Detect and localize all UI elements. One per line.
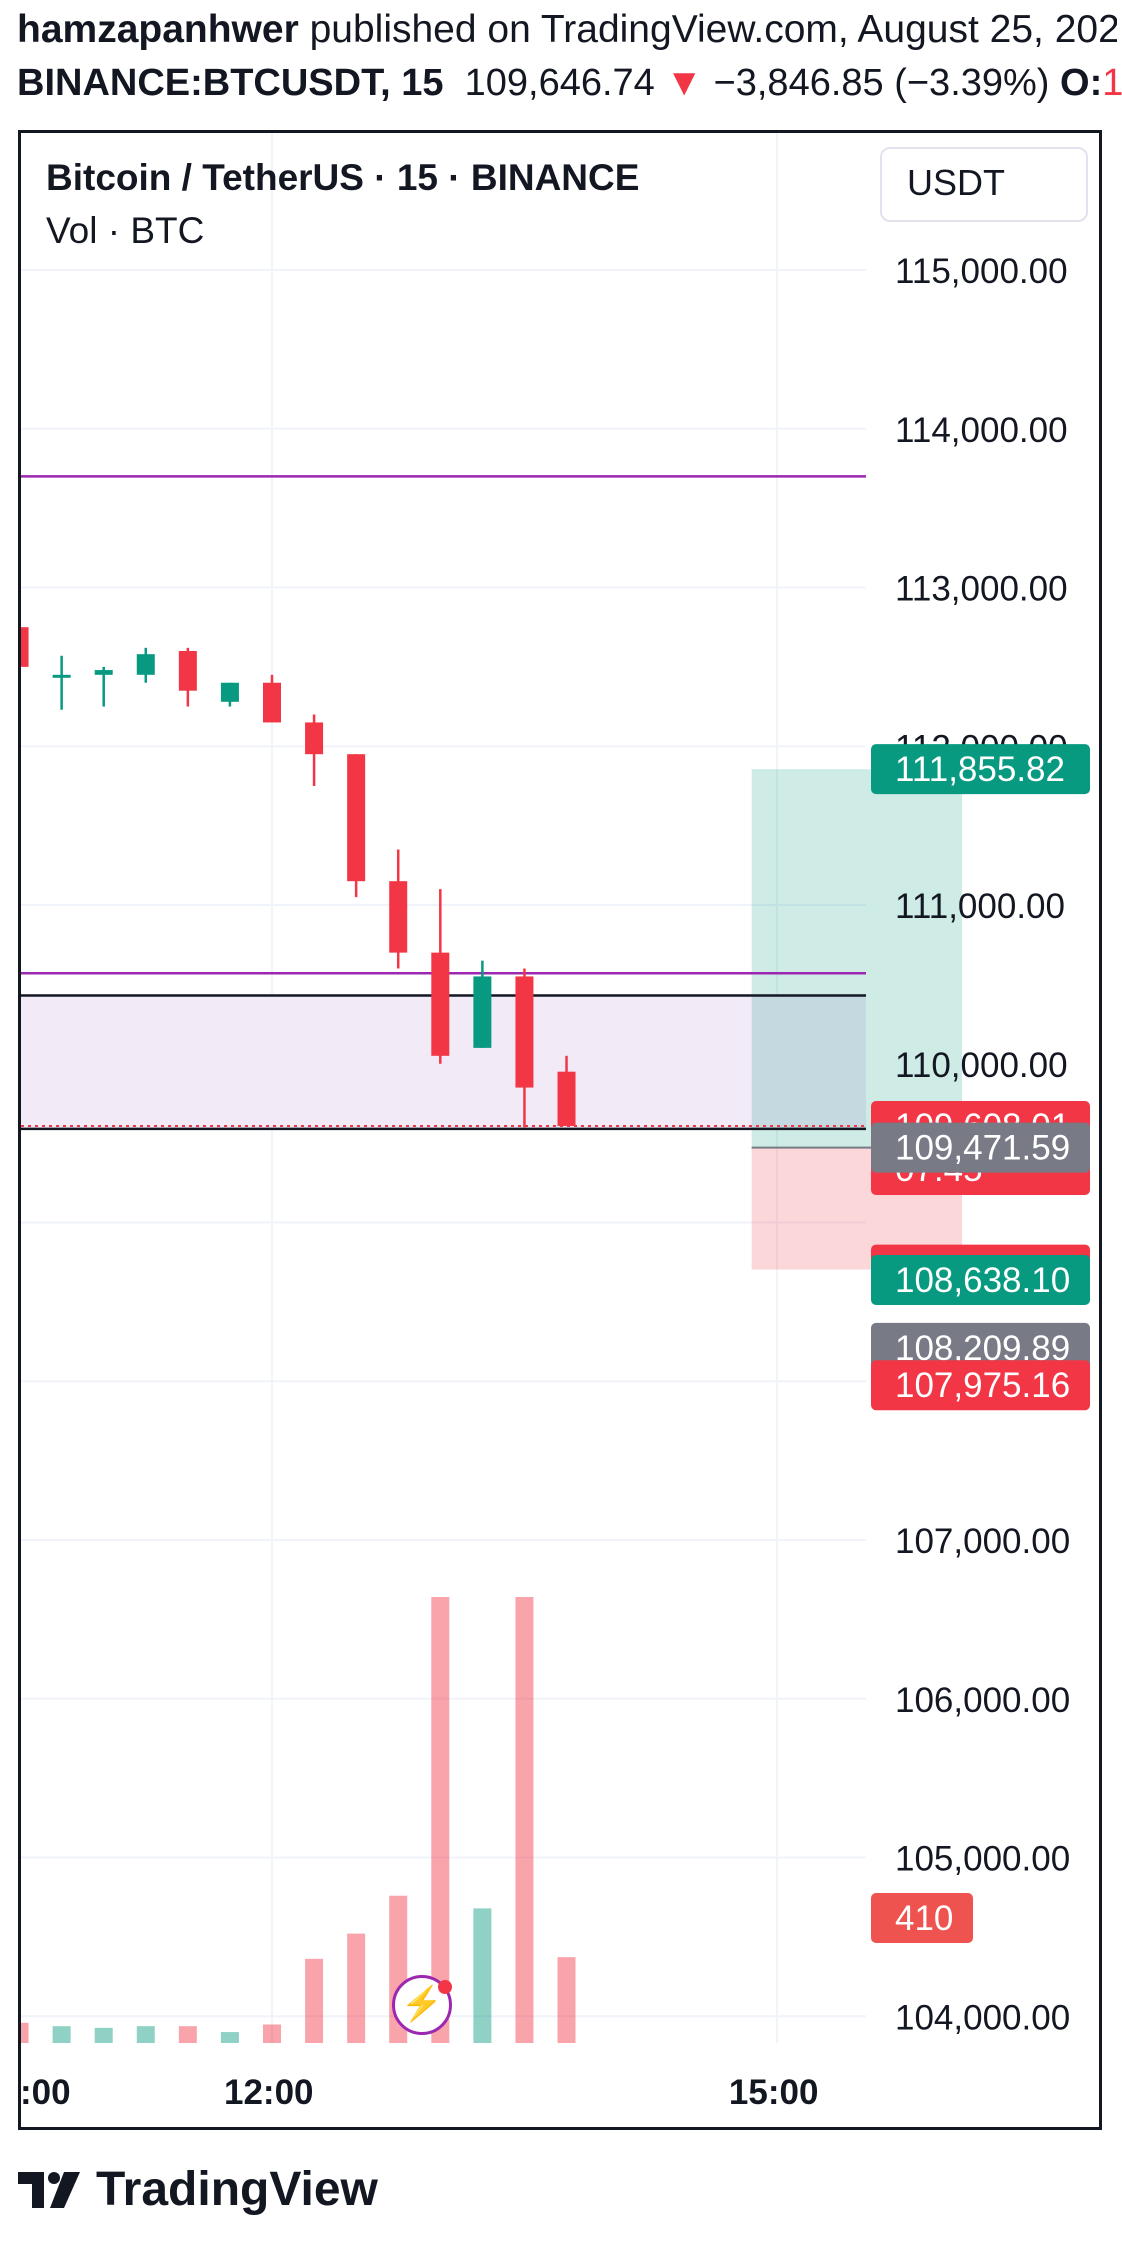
symbol-header: BINANCE:BTCUSDT, 15 109,646.74 ▼ −3,846.… (17, 62, 1122, 105)
candle-body (52, 674, 71, 678)
chart-legend: Bitcoin / TetherUS · 15 · BINANCE (46, 157, 639, 199)
candle-body (347, 754, 366, 882)
tradingview-logo: TradingView (18, 2162, 378, 2217)
volume-bar (94, 2027, 113, 2043)
candle-body (305, 722, 324, 755)
candle-body (220, 682, 239, 702)
price-axis-label: 113,000.00 (895, 570, 1068, 609)
volume-bar (557, 1957, 576, 2043)
candle-body (515, 976, 534, 1088)
candle-body (21, 627, 29, 667)
candle-body (473, 976, 492, 1048)
volume-bar (263, 2024, 281, 2043)
candle-body (389, 881, 408, 953)
volume-bar (136, 2026, 155, 2043)
time-axis-label: :00 (20, 2073, 71, 2112)
price-tag-label: 108,638.10 (895, 1261, 1070, 1300)
volume-bar (305, 1958, 324, 2043)
volume-bar (178, 2026, 197, 2043)
time-axis-label: 12:00 (224, 2073, 314, 2112)
candle-body (136, 654, 155, 675)
tradingview-mark-icon (18, 2171, 80, 2208)
price-tag-label: 109,471.59 (895, 1129, 1070, 1168)
price-axis-label: 107,000.00 (895, 1522, 1070, 1561)
price-tag (871, 1360, 1090, 1411)
volume-bar (21, 2022, 29, 2043)
price-axis-label: 111,000.00 (895, 887, 1065, 926)
price-axis-label: 106,000.00 (895, 1681, 1070, 1720)
candle-body (557, 1071, 576, 1126)
price-axis-label: 114,000.00 (895, 411, 1068, 450)
notification-dot (438, 1980, 452, 1994)
price-tag-label: 111,855.82 (895, 750, 1065, 789)
symbol-name[interactable]: BINANCE:BTCUSDT, 15 (17, 62, 444, 104)
footer-brand: TradingView (96, 2163, 378, 2216)
published-text: published on TradingView.com, August 25,… (298, 8, 1117, 51)
price-tag (871, 1122, 1090, 1173)
legend-title[interactable]: Bitcoin / TetherUS · 15 · BINANCE (46, 157, 640, 198)
volume-bar (52, 2026, 71, 2043)
price-tag-label: 107,975.16 (895, 1366, 1070, 1405)
open-value: 109 (1102, 62, 1122, 104)
down-arrow-icon: ▼ (665, 62, 703, 104)
volume-bar (347, 1933, 366, 2043)
volume-tag-label: 410 (895, 1899, 953, 1938)
time-axis-label: 15:00 (729, 2073, 819, 2112)
volume-legend[interactable]: Vol · BTC (46, 210, 205, 251)
price-axis-label: 105,000.00 (895, 1840, 1070, 1879)
currency-button[interactable]: USDT (880, 147, 1088, 222)
author-name[interactable]: hamzapanhwer (17, 8, 299, 51)
last-price: 109,646.74 (464, 62, 655, 104)
candle-body (263, 682, 281, 723)
candle-body (178, 651, 197, 691)
volume-tag (871, 1893, 973, 1943)
price-tag (871, 1254, 1090, 1305)
price-axis-label: 115,000.00 (895, 252, 1068, 291)
price-axis-label: 104,000.00 (895, 1998, 1070, 2037)
volume-bar (515, 1597, 534, 2043)
volume-bar (431, 1597, 450, 2043)
candle-body (431, 952, 450, 1056)
volume-bar (473, 1908, 492, 2043)
volume-bar (220, 2032, 239, 2043)
position-profit-zone (751, 769, 963, 1148)
publish-header: hamzapanhwer published on TradingView.co… (17, 8, 1117, 52)
price-tag (871, 744, 1090, 795)
open-label: O: (1060, 62, 1103, 104)
price-axis-label: 110,000.00 (895, 1046, 1068, 1085)
price-change: −3,846.85 (−3.39%) (713, 62, 1050, 104)
candle-body (94, 670, 113, 675)
